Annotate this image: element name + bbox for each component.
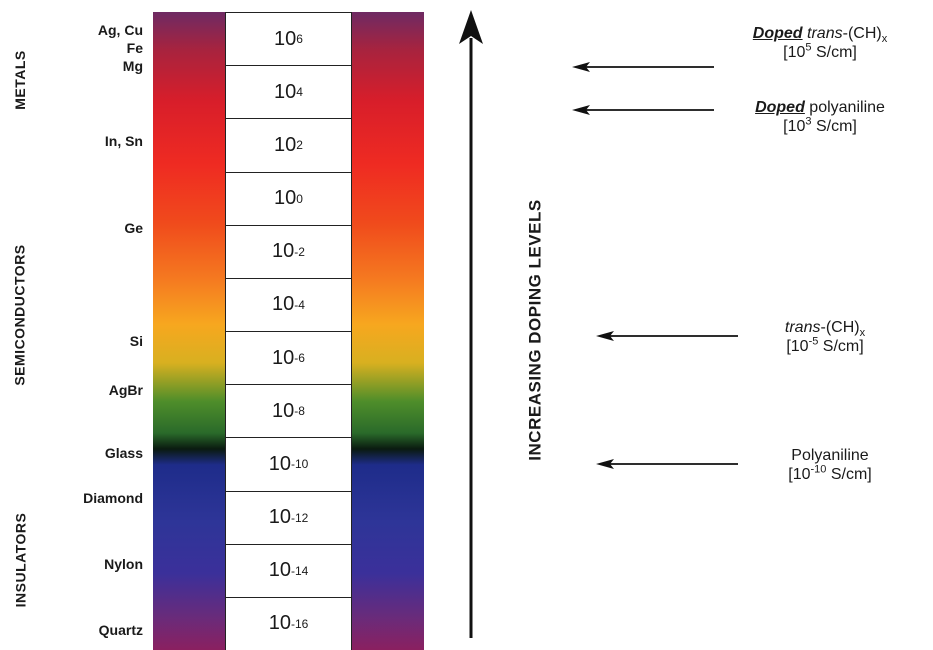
trans-prefix: trans	[784, 319, 821, 336]
material-agbr: AgBr	[108, 382, 143, 398]
value-base: [10	[783, 118, 806, 135]
formula: -(CH)	[842, 25, 882, 42]
value-unit: S/cm]	[818, 338, 864, 355]
annotation-doped-polyaniline-value: [103 S/cm]	[720, 115, 920, 136]
formula: -(CH)	[820, 319, 860, 336]
value-exponent: 3	[805, 115, 812, 128]
value-exponent: -10	[810, 463, 827, 476]
value-unit: S/cm]	[826, 466, 872, 483]
scale-cell: 10 -16	[226, 596, 351, 650]
category-insulators: INSULATORS	[0, 480, 40, 640]
value-exponent: 5	[805, 41, 812, 54]
value-base: [10	[788, 466, 811, 483]
annotation-trans-ch: trans-(CH)x [10-5 S/cm]	[740, 318, 910, 356]
annotation-trans-ch-title: trans-(CH)x	[740, 318, 910, 340]
category-metals-label: METALS	[12, 50, 29, 110]
scale-cell-base: 10	[268, 506, 291, 529]
material-fe: Fe	[126, 40, 143, 56]
material-glass: Glass	[104, 445, 143, 461]
doping-axis-label: INCREASING DOPING LEVELS	[521, 150, 551, 510]
annotation-polyaniline: Polyaniline [10-10 S/cm]	[745, 446, 915, 484]
annotation-doped-polyaniline: Doped polyaniline [103 S/cm]	[720, 98, 920, 136]
category-metals: METALS	[0, 10, 40, 150]
conductivity-spectrum-left	[153, 12, 225, 650]
doped-keyword: Doped	[755, 99, 805, 116]
material-ge: Ge	[124, 220, 143, 236]
pointer-arrow-doped-trans-ch	[572, 62, 714, 72]
conductivity-scale: 10 6 10 4 10 2 10 0 10 -2 10 -4 10 -6 10 -8 10 -10 10 -12 10…	[225, 12, 352, 650]
annotation-doped-trans-ch-title: Doped trans-(CH)x	[720, 24, 920, 46]
scale-cell-base: 10	[268, 452, 291, 475]
annotation-doped-trans-ch: Doped trans-(CH)x [105 S/cm]	[720, 24, 920, 62]
material-quartz: Quartz	[98, 622, 143, 638]
annotation-doped-trans-ch-value: [105 S/cm]	[720, 41, 920, 62]
scale-cell: 10 0	[226, 171, 351, 225]
trans-prefix: trans	[807, 25, 843, 42]
annotation-polyaniline-value: [10-10 S/cm]	[745, 463, 915, 484]
scale-cell-base: 10	[274, 80, 297, 103]
scale-cell: 10 4	[226, 65, 351, 118]
material-si: Si	[129, 333, 143, 349]
polymer-name: polyaniline	[804, 99, 885, 116]
conductivity-spectrum-right	[352, 12, 424, 650]
scale-cell-base: 10	[274, 27, 297, 50]
doping-level-arrow	[459, 10, 483, 638]
doping-axis-label-text: INCREASING DOPING LEVELS	[526, 199, 545, 461]
material-nylon: Nylon	[104, 556, 143, 572]
scale-cell: 10 -8	[226, 384, 351, 437]
annotation-trans-ch-value: [10-5 S/cm]	[740, 335, 910, 356]
scale-cell: 10 -4	[226, 277, 351, 331]
formula-subscript: x	[859, 327, 866, 340]
scale-cell-base: 10	[268, 612, 291, 635]
category-semiconductors-label: SEMICONDUCTORS	[12, 244, 28, 386]
scale-cell: 10 -6	[226, 331, 351, 384]
scale-cell-base: 10	[272, 399, 295, 422]
scale-cell: 10 6	[226, 12, 351, 65]
value-base: [10	[786, 338, 809, 355]
pointer-arrow-polyaniline	[596, 459, 738, 469]
value-exponent: -5	[808, 335, 819, 348]
scale-cell: 10 -10	[226, 437, 351, 490]
scale-cell-base: 10	[274, 187, 297, 210]
annotation-doped-polyaniline-title: Doped polyaniline	[720, 98, 920, 117]
scale-cell: 10 -2	[226, 224, 351, 278]
annotation-polyaniline-title: Polyaniline	[791, 447, 869, 464]
scale-cell-base: 10	[272, 240, 295, 263]
scale-cell: 10 2	[226, 118, 351, 171]
scale-cell-base: 10	[268, 559, 291, 582]
scale-cell: 10 -14	[226, 543, 351, 597]
doped-keyword: Doped	[752, 25, 803, 42]
material-ag-cu: Ag, Cu	[97, 22, 143, 38]
pointer-arrow-doped-polyaniline	[572, 105, 714, 115]
value-base: [10	[783, 44, 806, 61]
scale-cell: 10 -12	[226, 490, 351, 544]
pointer-arrow-trans-ch	[596, 331, 738, 341]
value-unit: S/cm]	[811, 118, 857, 135]
formula-subscript: x	[881, 33, 888, 46]
material-diamond: Diamond	[83, 490, 143, 506]
scale-cell-base: 10	[272, 293, 295, 316]
scale-cell-base: 10	[272, 346, 295, 369]
material-in-sn: In, Sn	[104, 133, 143, 149]
category-insulators-label: INSULATORS	[12, 512, 28, 608]
scale-cell-base: 10	[274, 133, 297, 156]
material-mg: Mg	[122, 58, 143, 74]
category-semiconductors: SEMICONDUCTORS	[0, 195, 40, 435]
value-unit: S/cm]	[811, 44, 857, 61]
